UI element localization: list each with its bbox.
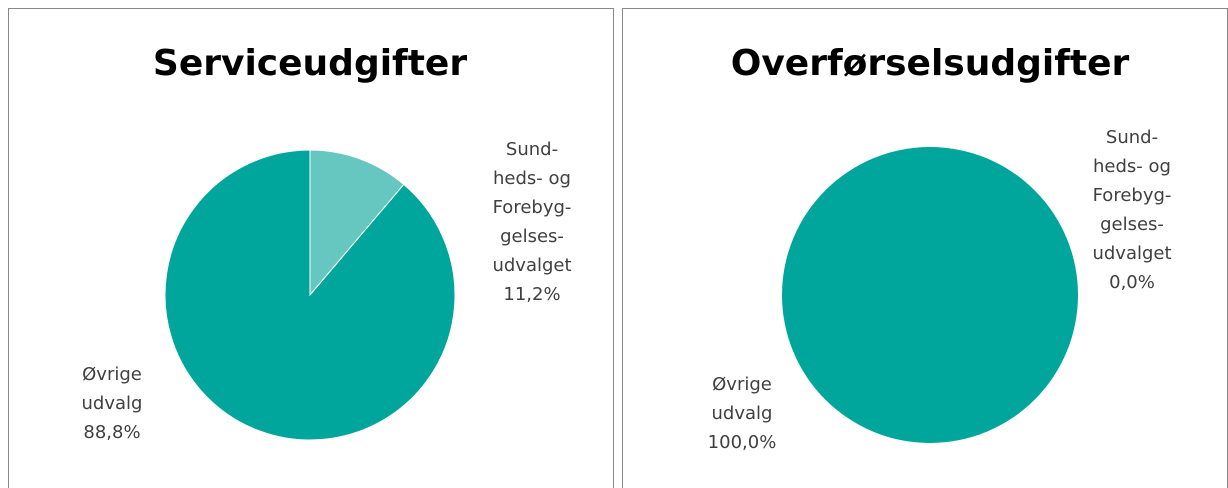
chart-title: Overførselsudgifter bbox=[731, 43, 1130, 84]
slice-value-label: 100,0% bbox=[708, 432, 777, 453]
slice-label: Øvrige udvalg bbox=[82, 364, 143, 414]
slice-label: Sund-heds- og Forebyg-gelses-udvalget bbox=[1092, 127, 1171, 264]
pie-slice bbox=[164, 149, 456, 441]
pie-slice bbox=[309, 149, 405, 297]
slice-value-label: 0,0% bbox=[1109, 272, 1155, 293]
slice-label: Sund-heds- og Forebyg-gelses-udvalget bbox=[492, 139, 571, 276]
slice-value-label: 88,8% bbox=[83, 422, 140, 443]
slice-value-label: 11,2% bbox=[503, 284, 560, 305]
chart-title: Serviceudgifter bbox=[153, 43, 467, 84]
slice-label: Øvrige udvalg bbox=[712, 374, 773, 424]
pie-slice bbox=[782, 147, 1078, 443]
